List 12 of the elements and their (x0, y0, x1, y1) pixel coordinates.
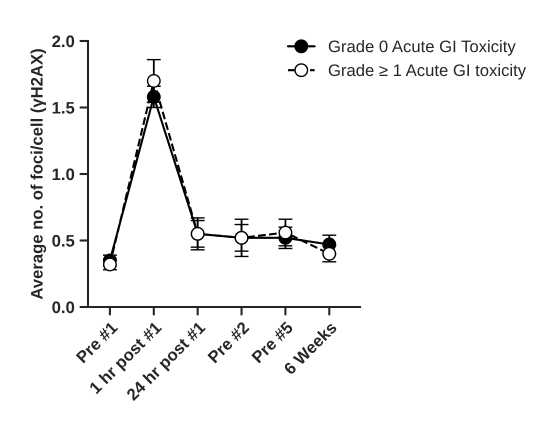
x-tick-label: Pre #2 (207, 320, 250, 364)
legend-label: Grade 0 Acute GI Toxicity (328, 40, 516, 56)
y-tick-label: 1.0 (52, 168, 74, 180)
y-axis-title: Average no. of foci/cell (γH2AX) (30, 49, 46, 300)
y-tick-label: 0.5 (52, 234, 74, 247)
y-tick-label: 1.5 (52, 102, 74, 114)
y-tick-label: 0.0 (52, 301, 74, 314)
point (278, 226, 292, 240)
point (146, 74, 161, 88)
y-tick-label: 2.0 (52, 35, 74, 48)
legend-label: Grade ≥ 1 Acute GI toxicity (328, 64, 526, 80)
x-tick-label: Pre #5 (251, 320, 294, 364)
